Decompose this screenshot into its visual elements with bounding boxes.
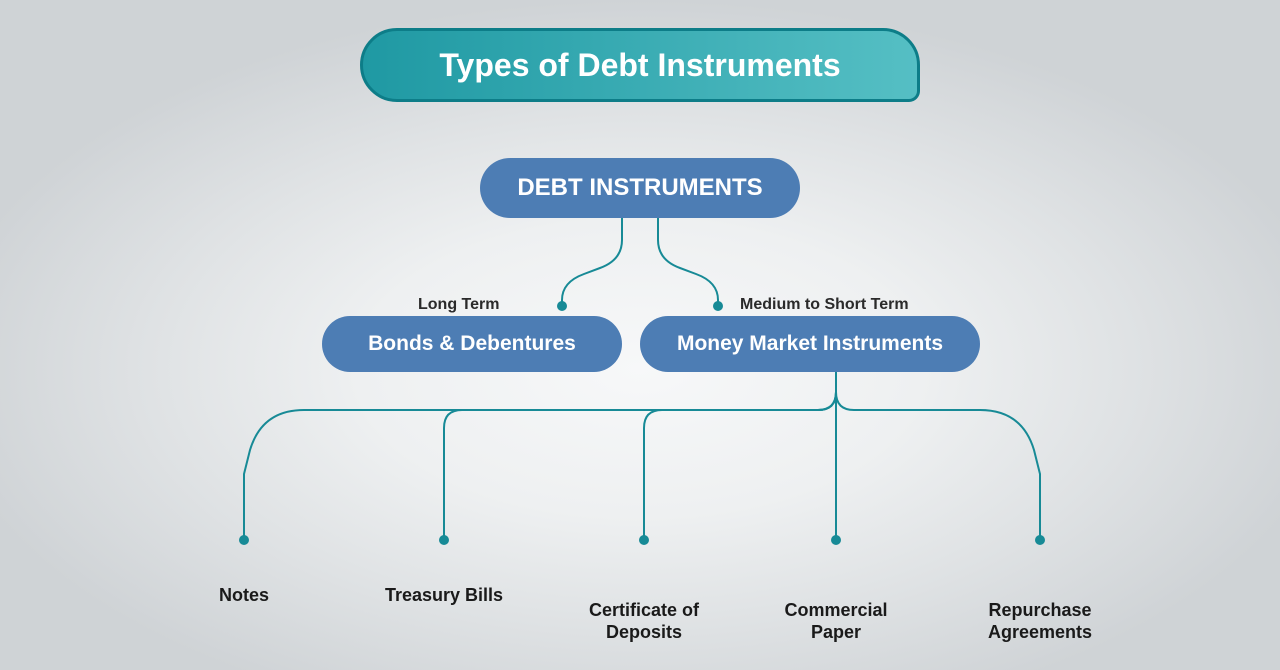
leaf-cp: Commercial Paper (766, 576, 906, 644)
node-money-market-text: Money Market Instruments (677, 332, 943, 356)
diagram-canvas: Types of Debt Instruments DEBT INSTRUMEN… (0, 0, 1280, 670)
edge-label-med-short: Medium to Short Term (740, 296, 909, 314)
root-node-text: DEBT INSTRUMENTS (517, 174, 762, 202)
node-money-market: Money Market Instruments (640, 316, 980, 372)
node-bonds-text: Bonds & Debentures (368, 332, 576, 356)
diagram-title-text: Types of Debt Instruments (439, 47, 840, 84)
diagram-title: Types of Debt Instruments (360, 28, 920, 102)
edge-label-long-term: Long Term (418, 296, 499, 314)
root-node: DEBT INSTRUMENTS (480, 158, 800, 218)
leaf-cod: Certificate of Deposits (574, 576, 714, 644)
leaf-repo: Repurchase Agreements (970, 576, 1110, 644)
node-bonds: Bonds & Debentures (322, 316, 622, 372)
leaf-tbills: Treasury Bills (374, 584, 514, 607)
leaf-notes: Notes (184, 584, 304, 607)
